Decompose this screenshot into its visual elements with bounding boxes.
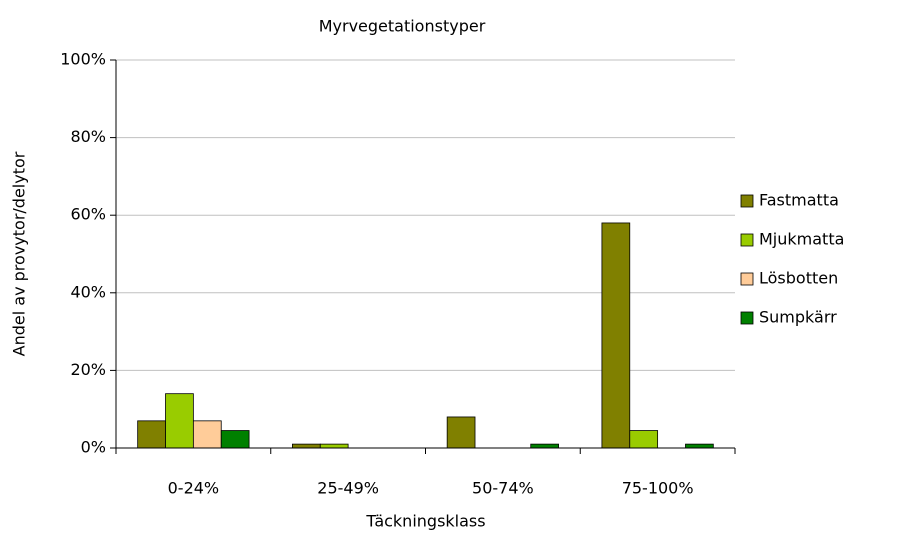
bar	[629, 430, 659, 449]
chart-title: Myrvegetationstyper	[319, 17, 486, 36]
bar	[319, 443, 349, 449]
legend-label: Mjukmatta	[759, 230, 844, 249]
y-tick-label: 20%	[70, 360, 106, 379]
y-axis-label: Andel av provytor/delytor	[10, 151, 29, 356]
x-tick-label: 50-74%	[472, 479, 534, 498]
y-tick-label: 0%	[81, 438, 106, 457]
x-tick-label: 0-24%	[168, 479, 220, 498]
y-tick-label: 100%	[60, 50, 106, 69]
bar	[446, 416, 476, 449]
bar	[137, 420, 166, 449]
y-tick-label: 80%	[70, 127, 106, 146]
bar	[685, 443, 714, 449]
x-axis-label: Täckningsklass	[365, 512, 485, 531]
x-tick-label: 25-49%	[317, 479, 379, 498]
legend-swatch	[740, 233, 754, 247]
bar	[601, 222, 631, 449]
legend-swatch	[740, 194, 754, 208]
x-tick-label: 75-100%	[622, 479, 694, 498]
bar	[220, 430, 250, 449]
legend-label: Lösbotten	[759, 269, 838, 288]
bar	[292, 443, 321, 449]
legend-label: Sumpkärr	[759, 308, 837, 327]
legend-label: Fastmatta	[759, 191, 839, 210]
y-tick-label: 40%	[70, 282, 106, 301]
bar	[165, 393, 194, 449]
legend-swatch	[740, 272, 754, 286]
bar	[530, 443, 559, 449]
y-tick-label: 60%	[70, 205, 106, 224]
legend-swatch	[740, 311, 754, 325]
bar	[192, 420, 222, 449]
